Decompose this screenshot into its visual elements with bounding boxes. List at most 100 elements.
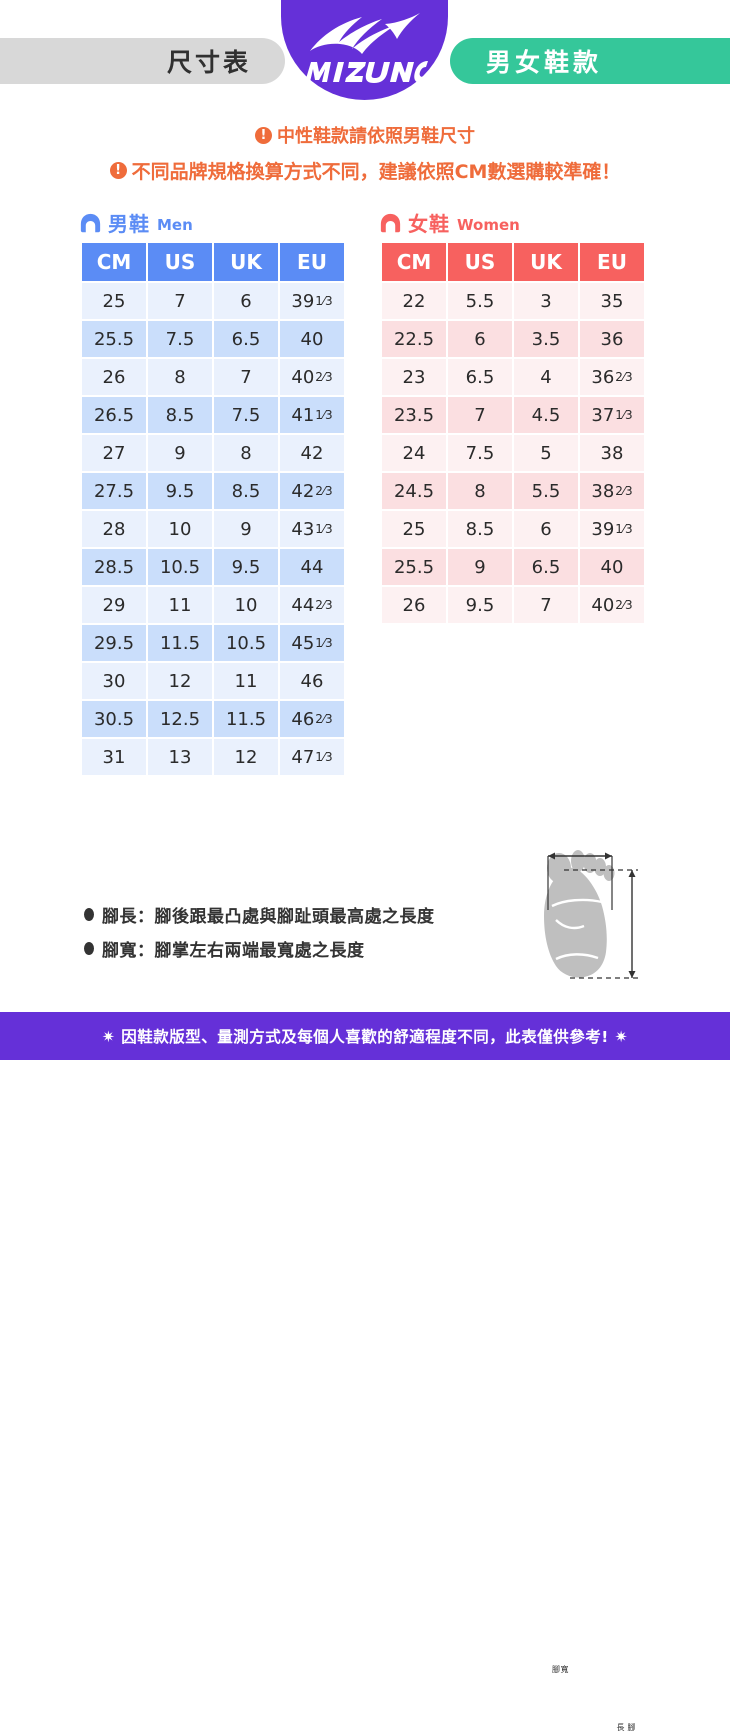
table-cell-eu: 411⁄3 xyxy=(280,397,344,433)
table-cell-eu: 451⁄3 xyxy=(280,625,344,661)
table-row: 23 6.5 4 362⁄3 xyxy=(382,359,644,395)
fraction: 2⁄3 xyxy=(315,483,333,498)
table-cell: 27 xyxy=(82,435,146,471)
table-row: 29.5 11.5 10.5 451⁄3 xyxy=(82,625,344,661)
note-foot-length-text: 腳長：腳後跟最凸處與腳趾頭最高處之長度 xyxy=(102,907,435,927)
table-cell: 8.5 xyxy=(448,511,512,547)
table-cell-eu: 40 xyxy=(580,549,644,585)
table-cell: 8 xyxy=(148,359,212,395)
table-cell-eu: 402⁄3 xyxy=(580,587,644,623)
size-tables: 男鞋 Men CM US UK EU 25 7 6 391⁄3 25.5 7.5 6.5 40… xyxy=(0,210,730,777)
table-cell: 11 xyxy=(148,587,212,623)
table-row: 26 9.5 7 402⁄3 xyxy=(382,587,644,623)
fraction: 1⁄3 xyxy=(315,635,333,650)
table-cell-eu: 371⁄3 xyxy=(580,397,644,433)
table-cell: 9 xyxy=(214,511,278,547)
table-cell: 26 xyxy=(382,587,446,623)
table-cell: 9 xyxy=(448,549,512,585)
column-header-eu: EU xyxy=(580,243,644,281)
table-cell: 25.5 xyxy=(382,549,446,585)
table-cell-eu: 382⁄3 xyxy=(580,473,644,509)
tab-unisex-shoes[interactable]: 男女鞋款 xyxy=(450,38,730,84)
table-row: 26 8 7 402⁄3 xyxy=(82,359,344,395)
table-row: 30.5 12.5 11.5 462⁄3 xyxy=(82,701,344,737)
exclamation-circle-icon: ! xyxy=(255,126,272,144)
fraction: 2⁄3 xyxy=(315,597,333,612)
table-cell: 8 xyxy=(214,435,278,471)
note-foot-width: 腳寬：腳掌左右兩端最寬處之長度 xyxy=(84,936,435,961)
measure-notes: 腳長：腳後跟最凸處與腳趾頭最高處之長度 腳寬：腳掌左右兩端最寬處之長度 xyxy=(84,902,435,970)
fraction: 1⁄3 xyxy=(315,293,333,308)
mizuno-runbird-icon xyxy=(309,13,420,54)
table-cell-eu: 391⁄3 xyxy=(580,511,644,547)
table-cell: 6.5 xyxy=(214,321,278,357)
table-cell: 6 xyxy=(514,511,578,547)
table-cell: 8.5 xyxy=(148,397,212,433)
table-row: 28.5 10.5 9.5 44 xyxy=(82,549,344,585)
svg-text:R: R xyxy=(422,78,425,84)
women-table-title-en: Women xyxy=(457,216,520,234)
table-row: 30 12 11 46 xyxy=(82,663,344,699)
table-row: 27 9 8 42 xyxy=(82,435,344,471)
brand-logo-badge: R xyxy=(281,0,448,100)
women-size-table: CM US UK EU 22 5.5 3 35 22.5 6 3.5 36 23 6.5 4 362⁄… xyxy=(380,241,646,625)
table-cell-eu: 38 xyxy=(580,435,644,471)
table-row: 31 13 12 471⁄3 xyxy=(82,739,344,775)
bullet-dot-icon xyxy=(84,942,94,955)
fraction: 2⁄3 xyxy=(315,369,333,384)
table-cell: 6 xyxy=(448,321,512,357)
tab-size-chart[interactable]: 尺寸表 xyxy=(0,38,285,84)
table-cell: 8.5 xyxy=(214,473,278,509)
table-cell: 24.5 xyxy=(382,473,446,509)
table-row: 22.5 6 3.5 36 xyxy=(382,321,644,357)
table-row: 25.5 9 6.5 40 xyxy=(382,549,644,585)
table-cell: 10 xyxy=(148,511,212,547)
table-cell-eu: 391⁄3 xyxy=(280,283,344,319)
table-cell: 28.5 xyxy=(82,549,146,585)
table-cell-eu: 431⁄3 xyxy=(280,511,344,547)
table-cell: 22 xyxy=(382,283,446,319)
diagram-length-label: 腳長 xyxy=(616,1723,636,1732)
table-cell-eu: 36 xyxy=(580,321,644,357)
men-table-title-cn: 男鞋 xyxy=(108,212,150,236)
table-cell: 12 xyxy=(214,739,278,775)
table-cell: 9.5 xyxy=(448,587,512,623)
table-cell-eu: 42 xyxy=(280,435,344,471)
table-cell: 22.5 xyxy=(382,321,446,357)
men-size-table: CM US UK EU 25 7 6 391⁄3 25.5 7.5 6.5 40 26 8 7 402… xyxy=(80,241,346,777)
table-row: 24 7.5 5 38 xyxy=(382,435,644,471)
table-cell: 11 xyxy=(214,663,278,699)
diagram-width-label: 腳寬 xyxy=(552,1665,569,1674)
column-header-uk: UK xyxy=(214,243,278,281)
table-header-row: CM US UK EU xyxy=(382,243,644,281)
table-cell: 4 xyxy=(514,359,578,395)
table-cell: 31 xyxy=(82,739,146,775)
person-icon xyxy=(380,213,401,233)
table-cell: 30.5 xyxy=(82,701,146,737)
warning-line-1-text: 中性鞋款請依照男鞋尺寸 xyxy=(277,126,475,147)
fraction: 1⁄3 xyxy=(615,407,633,422)
table-cell: 10 xyxy=(214,587,278,623)
fraction: 1⁄3 xyxy=(315,407,333,422)
warning-notices: ! 中性鞋款請依照男鞋尺寸 ! 不同品牌規格換算方式不同，建議依照CM數選購較準… xyxy=(0,122,730,184)
table-cell: 7 xyxy=(448,397,512,433)
table-cell: 28 xyxy=(82,511,146,547)
table-cell: 7.5 xyxy=(448,435,512,471)
table-cell: 6.5 xyxy=(514,549,578,585)
table-cell: 11.5 xyxy=(148,625,212,661)
table-cell-eu: 442⁄3 xyxy=(280,587,344,623)
men-table-caption: 男鞋 Men xyxy=(80,210,346,234)
table-cell: 3.5 xyxy=(514,321,578,357)
table-cell: 7 xyxy=(514,587,578,623)
table-row: 22 5.5 3 35 xyxy=(382,283,644,319)
table-cell-eu: 422⁄3 xyxy=(280,473,344,509)
mizuno-wordmark-icon: R xyxy=(304,61,428,84)
warning-line-2-text: 不同品牌規格換算方式不同，建議依照CM數選購較準確！ xyxy=(131,161,621,183)
women-table-title-cn: 女鞋 xyxy=(408,212,450,236)
table-cell: 29 xyxy=(82,587,146,623)
table-cell: 7.5 xyxy=(148,321,212,357)
men-table-body: 25 7 6 391⁄3 25.5 7.5 6.5 40 26 8 7 402⁄3 26.5 8.5 7.5… xyxy=(82,283,344,775)
women-table-caption: 女鞋 Women xyxy=(380,210,646,234)
column-header-eu: EU xyxy=(280,243,344,281)
exclamation-circle-icon: ! xyxy=(109,162,127,179)
